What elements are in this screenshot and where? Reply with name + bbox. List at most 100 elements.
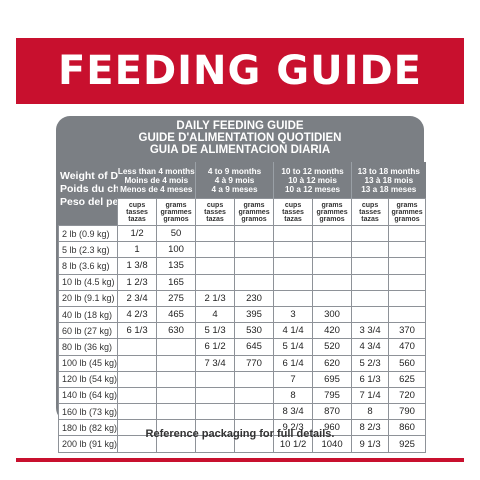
table-row: 80 lb (36 kg) 6 1/2 645 5 1/4 520 4 3/4 470: [57, 338, 427, 356]
age-group-line: 10 to 12 months: [281, 166, 344, 176]
grams-cell: [234, 435, 275, 453]
weight-cell: 2 lb (0.9 kg): [57, 224, 119, 243]
table-row: 180 lb (82 kg) 9 2/3 960 8 2/3 860: [57, 419, 427, 437]
cups-cell: 8: [351, 403, 390, 421]
unit-line: gramos: [394, 215, 420, 223]
cups-cell: [117, 338, 158, 356]
cups-cell: 7 1/4: [351, 386, 390, 405]
unit-line: cups: [128, 201, 146, 209]
table-title: DAILY FEEDING GUIDE GUIDE D'ALIMENTATION…: [56, 120, 424, 156]
unit-line: tasses: [204, 208, 226, 216]
cups-cell: [351, 273, 390, 291]
unit-line: gramos: [319, 215, 345, 223]
grams-cell: 470: [388, 338, 427, 356]
cups-cell: 4 2/3: [117, 305, 158, 324]
unit-line: cups: [206, 201, 224, 209]
table-row: 20 lb (9.1 kg) 2 3/4 275 2 1/3 230: [57, 289, 427, 307]
cups-unit-header: cups tasses tazas: [195, 198, 236, 226]
grams-cell: 420: [312, 322, 353, 340]
grams-cell: [234, 241, 275, 259]
cups-cell: 4 1/4: [273, 322, 314, 340]
weight-cell: 40 lb (18 kg): [57, 305, 119, 324]
grams-cell: [156, 435, 197, 453]
cups-cell: 6 1/3: [351, 370, 390, 388]
cups-cell: [351, 257, 390, 275]
grams-cell: 720: [388, 386, 427, 405]
weight-cell: 20 lb (9.1 kg): [57, 289, 119, 307]
cups-cell: [117, 403, 158, 421]
age-group-line: 13 a 18 meses: [361, 184, 417, 194]
cups-cell: 6 1/3: [117, 322, 158, 340]
grams-cell: 695: [312, 370, 353, 388]
cups-cell: 10 1/2: [273, 435, 314, 453]
weight-cell: 8 lb (3.6 kg): [57, 257, 119, 275]
table-row: 60 lb (27 kg) 6 1/3 630 5 1/3 530 4 1/4 420 3 3…: [57, 322, 427, 340]
table-row: 40 lb (18 kg) 4 2/3 465 4 395 3 300: [57, 305, 427, 324]
cups-cell: [117, 386, 158, 405]
cups-cell: 5 1/3: [195, 322, 236, 340]
cups-cell: 7: [273, 370, 314, 388]
table-row: 100 lb (45 kg) 7 3/4 770 6 1/4 620 5 2/3 560: [57, 354, 427, 372]
weight-header-es: Peso del perro: [60, 196, 133, 208]
unit-line: gramos: [163, 215, 189, 223]
cups-cell: [117, 354, 158, 372]
cups-cell: [195, 273, 236, 291]
grams-cell: [312, 289, 353, 307]
age-group-line: Menos de 4 meses: [120, 184, 193, 194]
cups-cell: [273, 289, 314, 307]
grams-cell: [156, 403, 197, 421]
cups-cell: 1 3/8: [117, 257, 158, 275]
grams-cell: 795: [312, 386, 353, 405]
grams-cell: 275: [156, 289, 197, 307]
grams-cell: [388, 241, 427, 259]
cups-cell: [273, 224, 314, 243]
cups-cell: [117, 419, 158, 437]
table-title-fr: GUIDE D'ALIMENTATION QUOTIDIEN: [138, 132, 342, 144]
table-row: 5 lb (2.3 kg) 1 100: [57, 241, 427, 259]
table-title-es: GUIA DE ALIMENTACION DIARIA: [149, 144, 331, 156]
age-group-line: 13 to 18 months: [357, 166, 420, 176]
cups-cell: [195, 386, 236, 405]
cups-cell: 2 3/4: [117, 289, 158, 307]
footnote: Reference packaging for full details.: [145, 428, 335, 440]
table-row: 140 lb (64 kg) 8 795 7 1/4 720: [57, 386, 427, 405]
grams-unit-header: grams grammes gramos: [312, 198, 353, 226]
cups-cell: [273, 257, 314, 275]
table-title-en: DAILY FEEDING GUIDE: [176, 120, 304, 132]
grams-cell: [234, 386, 275, 405]
unit-line: cups: [361, 201, 379, 209]
grams-cell: 300: [312, 305, 353, 324]
grams-cell: [312, 224, 353, 243]
cups-cell: [195, 241, 236, 259]
unit-line: grammes: [160, 208, 192, 216]
unit-line: grammes: [391, 208, 423, 216]
cups-cell: 8 2/3: [351, 419, 390, 437]
unit-line: cups: [284, 201, 302, 209]
cups-cell: 6 1/2: [195, 338, 236, 356]
age-group-line: 10 à 12 mois: [288, 175, 337, 185]
cups-cell: [273, 241, 314, 259]
cups-cell: [195, 370, 236, 388]
unit-line: grams: [396, 201, 418, 209]
age-group-line: Less than 4 months: [117, 166, 195, 176]
grams-cell: [312, 241, 353, 259]
cups-cell: 7 3/4: [195, 354, 236, 372]
grams-cell: [234, 273, 275, 291]
banner-title: FEEDING GUIDE: [57, 48, 422, 94]
cups-cell: [273, 273, 314, 291]
weight-cell: 60 lb (27 kg): [57, 322, 119, 340]
cups-cell: [117, 435, 158, 453]
unit-line: tasses: [282, 208, 304, 216]
grams-cell: [388, 305, 427, 324]
grams-unit-header: grams grammes gramos: [388, 198, 427, 226]
grams-cell: [156, 338, 197, 356]
grams-cell: [156, 370, 197, 388]
grams-cell: [388, 224, 427, 243]
grams-cell: 370: [388, 322, 427, 340]
cups-cell: 4 3/4: [351, 338, 390, 356]
grams-cell: 645: [234, 338, 275, 356]
weight-cell: 100 lb (45 kg): [57, 354, 119, 372]
grams-cell: [156, 354, 197, 372]
grams-unit-header: grams grammes gramos: [156, 198, 197, 226]
cups-cell: [351, 224, 390, 243]
